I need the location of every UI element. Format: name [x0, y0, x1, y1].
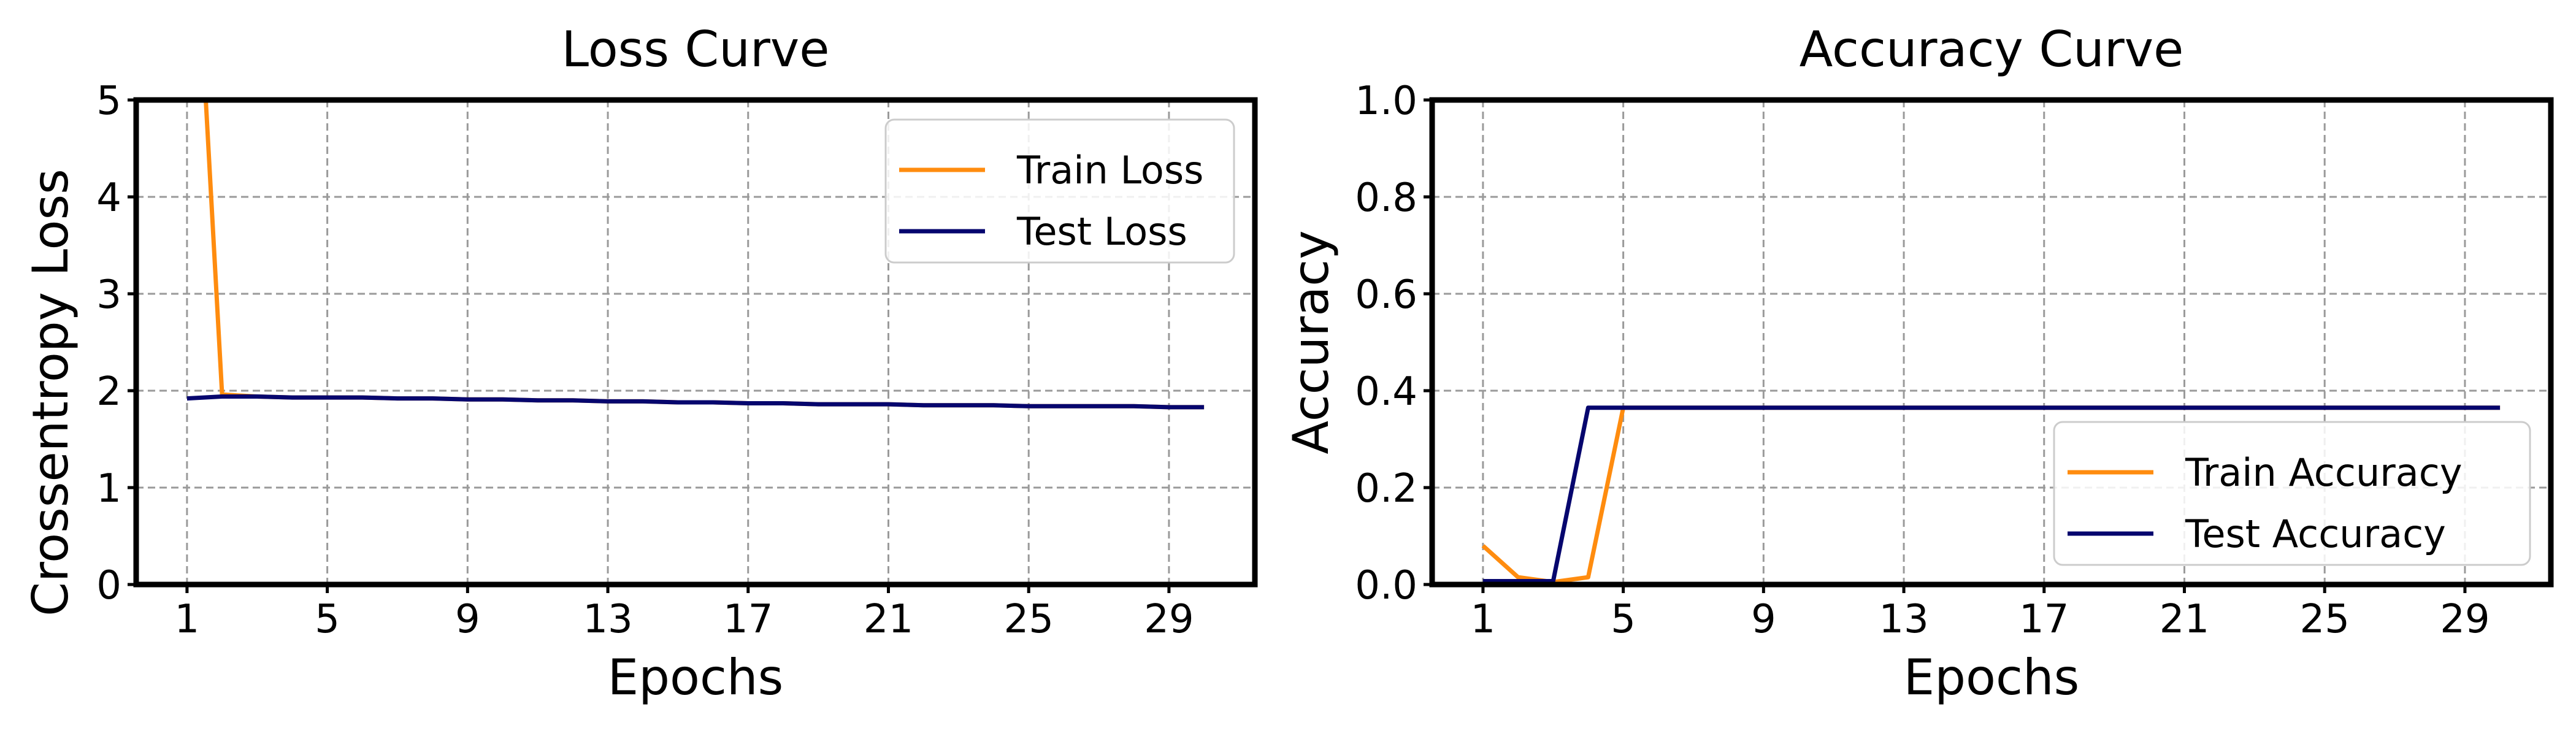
accuracy-chart-panel: Accuracy Curve Epochs Accuracy 1 5 9 13 17 21… [1282, 21, 2554, 706]
loss-chart-legend: Train Loss Test Loss [884, 118, 1235, 264]
accuracy-xtick-label: 5 [1611, 597, 1636, 642]
loss-ytick-label: 2 [96, 369, 121, 415]
accuracy-chart-series [1481, 405, 2501, 585]
loss-ytick-label: 0 [96, 563, 121, 608]
loss-chart-ticks: 1 5 9 13 17 21 25 29 0 1 2 3 4 5 [96, 79, 1194, 642]
accuracy-chart-legend: Train Accuracy Test Accuracy [2053, 421, 2531, 566]
loss-legend-label-test: Test Loss [1016, 209, 1187, 254]
loss-xtick-label: 17 [723, 597, 773, 642]
accuracy-ytick-label: 0.6 [1355, 272, 1417, 318]
accuracy-series-test-line [1482, 405, 2501, 583]
loss-chart-title: Loss Curve [562, 21, 830, 78]
accuracy-chart-ylabel: Accuracy [1282, 230, 1340, 454]
accuracy-ytick-label: 0.0 [1355, 563, 1417, 608]
accuracy-xtick-label: 25 [2299, 597, 2349, 642]
accuracy-xtick-label: 21 [2160, 597, 2209, 642]
loss-legend-box [884, 118, 1235, 264]
loss-ytick-label: 1 [96, 466, 121, 512]
loss-xtick-label: 29 [1144, 597, 1194, 642]
loss-chart-series [186, 100, 1205, 410]
accuracy-chart-title: Accuracy Curve [1800, 21, 2184, 78]
accuracy-chart-ticks: 1 5 9 13 17 21 25 29 0.0 0.2 0.4 0.6 0.8 1.0 [1355, 79, 2490, 642]
loss-ytick-label: 4 [96, 175, 121, 221]
accuracy-xtick-label: 13 [1879, 597, 1928, 642]
accuracy-xtick-label: 9 [1751, 597, 1776, 642]
accuracy-ytick-label: 0.8 [1355, 175, 1417, 221]
accuracy-ytick-label: 0.4 [1355, 369, 1417, 415]
loss-ytick-label: 3 [96, 272, 121, 318]
accuracy-chart-axes-frame [1429, 97, 2554, 588]
loss-ytick-label: 5 [96, 79, 121, 124]
loss-series-test-line [186, 394, 1205, 410]
loss-xtick-label: 9 [455, 597, 480, 642]
loss-chart-ylabel: Crossentropy Loss [22, 169, 79, 616]
loss-xtick-label: 21 [864, 597, 913, 642]
loss-xtick-label: 13 [583, 597, 632, 642]
loss-xtick-label: 1 [175, 597, 200, 642]
accuracy-chart-xlabel: Epochs [1904, 649, 2080, 706]
loss-xtick-label: 25 [1003, 597, 1053, 642]
loss-legend-label-train: Train Loss [1016, 148, 1203, 193]
loss-chart-axes-frame [133, 97, 1258, 588]
accuracy-xtick-label: 1 [1471, 597, 1496, 642]
accuracy-legend-label-train: Train Accuracy [2185, 450, 2463, 495]
loss-chart-xlabel: Epochs [608, 649, 784, 706]
accuracy-xtick-label: 17 [2019, 597, 2069, 642]
accuracy-ytick-label: 0.2 [1355, 466, 1417, 512]
accuracy-legend-box [2053, 421, 2531, 566]
loss-xtick-label: 5 [315, 597, 340, 642]
accuracy-legend-label-test: Test Accuracy [2185, 512, 2446, 556]
accuracy-ytick-label: 1.0 [1355, 79, 1417, 124]
accuracy-xtick-label: 29 [2440, 597, 2490, 642]
